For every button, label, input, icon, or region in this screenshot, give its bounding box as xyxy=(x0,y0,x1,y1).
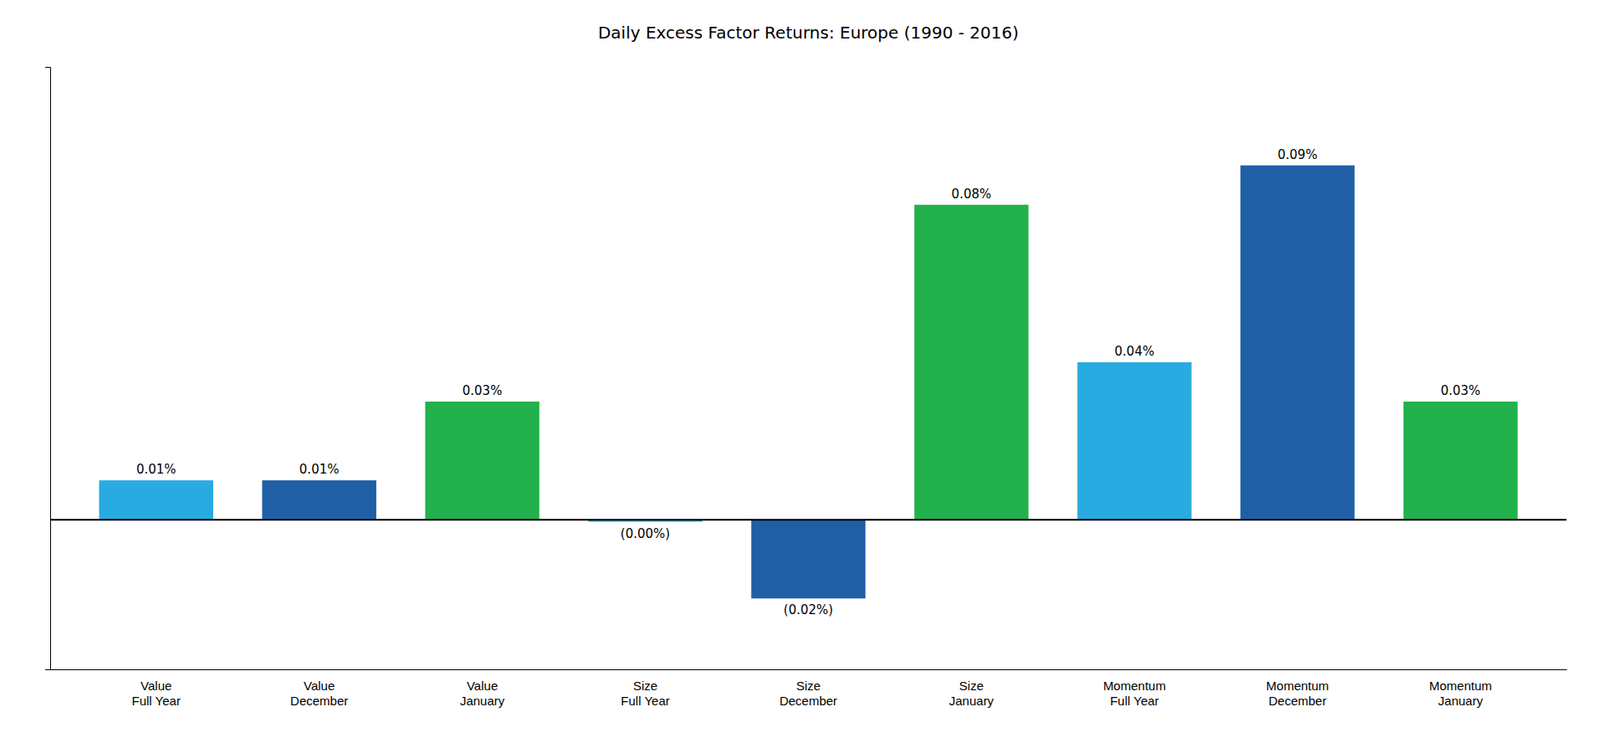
data-label: 0.08% xyxy=(951,186,992,202)
x-tick-label: ValueFull Year xyxy=(132,678,181,709)
data-label: 0.01% xyxy=(299,461,340,477)
x-tick-label: ValueDecember xyxy=(290,678,348,709)
x-tick-label-line: Momentum xyxy=(1266,678,1330,693)
x-tick: ValueFull Year xyxy=(132,669,181,708)
x-tick-label-line: Momentum xyxy=(1429,678,1493,693)
x-tick: MomentumFull Year xyxy=(1103,669,1166,708)
x-tick-label: MomentumJanuary xyxy=(1429,678,1493,709)
data-labels: 0.01% 0.01% 0.03% (0.00%) (0.02%) 0.08% 0.04% 0… xyxy=(136,147,1481,619)
bar xyxy=(424,401,539,520)
bar xyxy=(914,204,1028,520)
x-tick: MomentumJanuary xyxy=(1429,669,1493,708)
x-tick-label-line: January xyxy=(1438,693,1484,708)
x-tick: MomentumDecember xyxy=(1266,669,1330,708)
x-tick-label-line: Momentum xyxy=(1103,678,1166,693)
bar xyxy=(751,519,865,599)
y-axis xyxy=(45,67,52,670)
x-tick-label-line: December xyxy=(779,693,838,708)
bar xyxy=(1077,362,1192,520)
x-tick-label-line: Value xyxy=(140,678,172,693)
x-tick-label-line: January xyxy=(460,693,506,708)
x-tick: ValueJanuary xyxy=(460,669,506,708)
zero-line xyxy=(50,518,1567,521)
data-label: 0.04% xyxy=(1114,343,1156,359)
data-label: (0.00%) xyxy=(620,526,670,542)
x-tick-label-line: Size xyxy=(796,678,821,693)
x-tick-label-line: Value xyxy=(303,678,335,693)
x-tick-label: MomentumFull Year xyxy=(1103,678,1166,709)
x-tick-label-line: January xyxy=(949,693,995,708)
x-tick-label-line: Full Year xyxy=(620,693,670,708)
data-label: (0.02%) xyxy=(783,602,834,618)
x-tick: ValueDecember xyxy=(290,669,348,708)
x-tick-label-line: Full Year xyxy=(1109,693,1159,708)
bar xyxy=(1403,401,1518,520)
x-tick-label-line: Full Year xyxy=(132,693,181,708)
y-axis-line xyxy=(45,67,52,670)
x-tick: SizeFull Year xyxy=(620,669,670,708)
x-tick-label-line: Value xyxy=(466,678,498,693)
x-tick-label-line: Size xyxy=(959,678,984,693)
x-tick-label: SizeJanuary xyxy=(949,678,995,709)
x-tick: SizeDecember xyxy=(779,669,838,708)
plot-area: ValueFull YearValueDecemberValueJanuaryS… xyxy=(45,67,1568,709)
x-tick-label-line: December xyxy=(1268,693,1327,708)
bar xyxy=(261,480,376,520)
x-axis: ValueFull YearValueDecemberValueJanuaryS… xyxy=(51,669,1568,708)
title: Daily Excess Factor Returns: Europe (199… xyxy=(598,22,1019,43)
x-tick-label: ValueJanuary xyxy=(460,678,506,709)
x-axis-line xyxy=(51,669,1568,670)
chart: ValueFull YearValueDecemberValueJanuaryS… xyxy=(0,0,1600,753)
x-tick-label: SizeFull Year xyxy=(620,678,670,709)
x-tick-label-line: Size xyxy=(633,678,658,693)
bar xyxy=(1240,165,1355,521)
x-tick-label: SizeDecember xyxy=(779,678,838,709)
data-label: 0.01% xyxy=(136,461,177,477)
x-tick-label: MomentumDecember xyxy=(1266,678,1330,709)
data-label: 0.03% xyxy=(462,383,503,399)
x-tick-label-line: December xyxy=(290,693,348,708)
x-tick: SizeJanuary xyxy=(949,669,995,708)
data-label: 0.09% xyxy=(1277,147,1319,163)
bars xyxy=(98,165,1518,599)
bar xyxy=(98,480,213,520)
data-label: 0.03% xyxy=(1440,383,1481,399)
